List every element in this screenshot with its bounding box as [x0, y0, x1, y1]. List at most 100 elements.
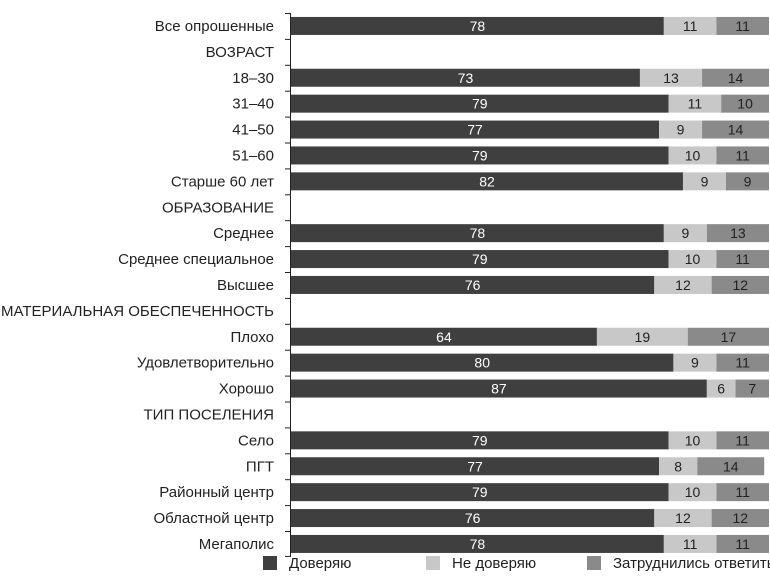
value-label: 19: [635, 329, 651, 345]
value-label: 12: [675, 510, 691, 526]
value-label: 11: [688, 96, 703, 112]
value-label: 11: [735, 432, 750, 448]
bar-segment: [654, 509, 712, 528]
value-label: 79: [472, 432, 488, 448]
category-label: ПГТ: [246, 458, 274, 475]
category-label: Хорошо: [219, 381, 274, 398]
category-label: ТИП ПОСЕЛЕНИЯ: [144, 406, 274, 423]
value-label: 8: [674, 458, 682, 474]
value-label: 78: [470, 536, 486, 552]
bar-segment: [291, 94, 669, 113]
value-label: 14: [728, 70, 744, 86]
value-label: 9: [681, 225, 689, 241]
bar-segment: [291, 534, 664, 553]
category-label: Плохо: [230, 329, 274, 346]
value-label: 79: [472, 251, 488, 267]
value-label: 9: [744, 173, 752, 189]
bar-segment: [291, 379, 707, 398]
bar-segment: [291, 275, 655, 294]
value-label: 77: [467, 122, 483, 138]
bar-segment: [291, 327, 597, 346]
bar-segment: [663, 534, 717, 553]
value-label: 78: [470, 225, 486, 241]
category-label: 41–50: [232, 122, 274, 139]
category-label: Все опрошенные: [155, 18, 274, 35]
bar-segment: [291, 509, 655, 528]
legend-swatch: [426, 556, 440, 570]
legend-item: Не доверяю: [426, 555, 536, 572]
value-label: 11: [735, 251, 750, 267]
value-label: 14: [728, 122, 744, 138]
value-label: 78: [470, 18, 486, 34]
bar-segment: [659, 120, 703, 139]
bar-segment: [711, 275, 769, 294]
bar-segment: [716, 431, 769, 450]
bar-segment: [716, 16, 769, 35]
category-labels: Все опрошенные ВОЗРАСТ 18–30 31–40 41–50 51–6…: [1, 18, 274, 553]
value-label: 87: [491, 381, 507, 397]
bar-segment: [716, 250, 769, 269]
value-label: 10: [685, 147, 701, 163]
value-label: 77: [467, 458, 483, 474]
bar-segment: [654, 275, 712, 294]
bar-segment: [291, 16, 664, 35]
bar-segment: [291, 250, 669, 269]
value-label: 64: [436, 329, 452, 345]
value-label: 12: [675, 277, 691, 293]
legend-label: Доверяю: [289, 555, 351, 572]
category-label: МАТЕРИАЛЬНАЯ ОБЕСПЕЧЕННОСТЬ: [1, 303, 274, 320]
value-label: 11: [683, 18, 698, 34]
bar-segment: [716, 534, 769, 553]
value-label: 6: [717, 381, 725, 397]
value-label: 10: [737, 96, 753, 112]
category-label: 51–60: [232, 147, 274, 164]
value-label: 79: [472, 96, 488, 112]
bar-segment: [716, 146, 769, 165]
legend-swatch: [587, 556, 601, 570]
value-label: 79: [472, 147, 488, 163]
bar-segment: [291, 457, 660, 476]
legend-label: Затруднились ответить: [613, 555, 770, 572]
bar-segment: [711, 509, 769, 528]
category-label: Высшее: [217, 277, 274, 294]
bar-segment: [725, 172, 769, 191]
bar-segment: [659, 457, 698, 476]
category-label: Районный центр: [159, 484, 274, 501]
bar-segment: [721, 94, 769, 113]
value-label: 80: [474, 355, 490, 371]
bar-segment: [735, 379, 769, 398]
bar-segment: [639, 68, 703, 87]
category-label: Мегаполис: [199, 536, 275, 553]
bar-segment: [706, 224, 769, 243]
value-label: 11: [735, 484, 750, 500]
value-label: 9: [677, 122, 685, 138]
value-label: 7: [748, 381, 756, 397]
value-label: 14: [723, 458, 739, 474]
bar-segment: [706, 379, 736, 398]
bar-segment: [668, 146, 717, 165]
value-label: 76: [465, 277, 481, 293]
legend-label: Не доверяю: [452, 555, 536, 572]
category-label: 18–30: [232, 70, 274, 87]
value-label: 13: [730, 225, 746, 241]
value-label: 79: [472, 484, 488, 500]
bar-segment: [291, 120, 660, 139]
y-axis-ticks: [285, 13, 291, 557]
category-label: 31–40: [232, 96, 274, 113]
bar-segment: [697, 457, 765, 476]
bar-segment: [716, 483, 769, 502]
bar-segment: [291, 431, 669, 450]
bar-segment: [663, 16, 717, 35]
bar-segment: [682, 172, 726, 191]
bar-segment: [596, 327, 688, 346]
value-label: 10: [685, 251, 701, 267]
value-label: 11: [735, 536, 750, 552]
legend-item: Доверяю: [263, 555, 351, 572]
bar-segment: [663, 224, 707, 243]
bar-segment: [687, 327, 769, 346]
bar-segment: [291, 224, 664, 243]
legend-item: Затруднились ответить: [587, 555, 770, 572]
value-label: 11: [735, 18, 750, 34]
category-label: Удовлетворительно: [137, 355, 274, 372]
